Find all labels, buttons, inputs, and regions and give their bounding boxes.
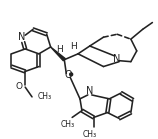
Text: N: N bbox=[113, 54, 121, 64]
Text: H: H bbox=[70, 43, 76, 51]
Polygon shape bbox=[51, 47, 65, 61]
Text: O: O bbox=[64, 70, 72, 80]
Text: H: H bbox=[56, 45, 63, 54]
Text: O: O bbox=[15, 82, 22, 91]
Text: CH₃: CH₃ bbox=[38, 92, 52, 101]
Text: N: N bbox=[86, 86, 93, 96]
Circle shape bbox=[70, 73, 73, 76]
Text: N: N bbox=[18, 32, 25, 42]
Text: CH₃: CH₃ bbox=[83, 130, 97, 139]
Text: CH₃: CH₃ bbox=[60, 120, 74, 129]
